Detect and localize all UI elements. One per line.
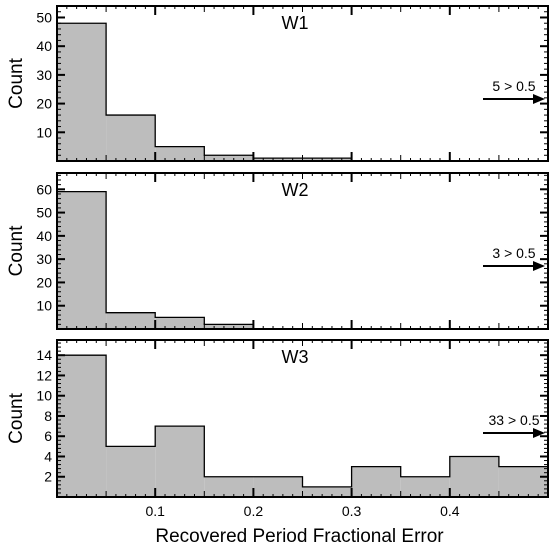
histogram-bar: [253, 476, 303, 497]
histogram-bar: [302, 158, 352, 161]
overflow-annotation: 33 > 0.5: [489, 412, 540, 428]
y-tick-label: 14: [36, 347, 52, 363]
x-tick-label: 0.4: [440, 503, 460, 519]
y-tick-label: 30: [36, 251, 52, 267]
y-tick-label: 40: [36, 38, 52, 54]
overflow-arrowhead: [533, 428, 545, 438]
y-tick-label: 50: [36, 9, 52, 25]
overflow-arrowhead: [533, 261, 545, 271]
overflow-annotation: 3 > 0.5: [492, 245, 535, 261]
x-tick-label: 0.2: [244, 503, 264, 519]
panel-title: W1: [282, 13, 309, 33]
histogram-bar: [204, 324, 254, 329]
histogram-bar: [155, 317, 205, 329]
panel-title: W3: [282, 347, 309, 367]
histogram-bar: [57, 355, 107, 497]
histogram-bar: [106, 115, 156, 161]
histogram-bar: [57, 23, 107, 161]
x-axis-label: Recovered Period Fractional Error: [155, 526, 444, 547]
panel-w3: 2 4 6 8 10 12 14 Count W3 33 > 0.5: [6, 339, 549, 498]
y-tick-label: 4: [44, 448, 52, 464]
y-tick-label: 60: [36, 181, 52, 197]
y-tick-label: 40: [36, 228, 52, 244]
histogram-bar: [204, 476, 254, 497]
overflow-annotation: 5 > 0.5: [492, 78, 535, 94]
histogram-bar: [351, 466, 401, 497]
histogram-bar: [449, 456, 499, 497]
y-tick-label: 30: [36, 67, 52, 83]
panel-w2: 10 20 30 40 50 60 Count W2 3 > 0.5: [6, 172, 549, 330]
y-tick-label: 8: [44, 408, 52, 424]
histogram-bar: [400, 476, 450, 497]
histogram-bar: [57, 191, 107, 329]
y-tick-label: 10: [36, 388, 52, 404]
panel-w1: 10 20 30 40 50 Count W1 5 > 0.5: [6, 5, 549, 162]
x-tick-label: 0.1: [145, 503, 165, 519]
y-tick-label: 2: [44, 469, 52, 485]
overflow-arrowhead: [533, 94, 545, 104]
y-axis-label: Count: [6, 392, 27, 443]
panel-title: W2: [282, 180, 309, 200]
histogram-bar: [302, 486, 352, 497]
histogram-outline: [56, 354, 549, 497]
histogram-bar: [106, 312, 156, 329]
histogram-bar: [498, 466, 548, 497]
y-tick-label: 20: [36, 274, 52, 290]
y-axis-label: Count: [6, 225, 27, 276]
y-tick-label: 50: [36, 205, 52, 221]
histogram-bar: [106, 446, 156, 497]
histogram-bar: [253, 158, 303, 161]
y-tick-label: 12: [36, 367, 52, 383]
y-tick-label: 6: [44, 428, 52, 444]
y-tick-label: 20: [36, 96, 52, 112]
x-tick-label: 0.3: [342, 503, 362, 519]
histogram-bar: [155, 146, 205, 161]
y-tick-label: 10: [36, 124, 52, 140]
histogram-bar: [155, 426, 205, 497]
y-tick-label: 10: [36, 298, 52, 314]
histogram-outline: [56, 190, 548, 330]
histogram-bar: [204, 155, 254, 161]
y-axis-label: Count: [6, 57, 27, 108]
